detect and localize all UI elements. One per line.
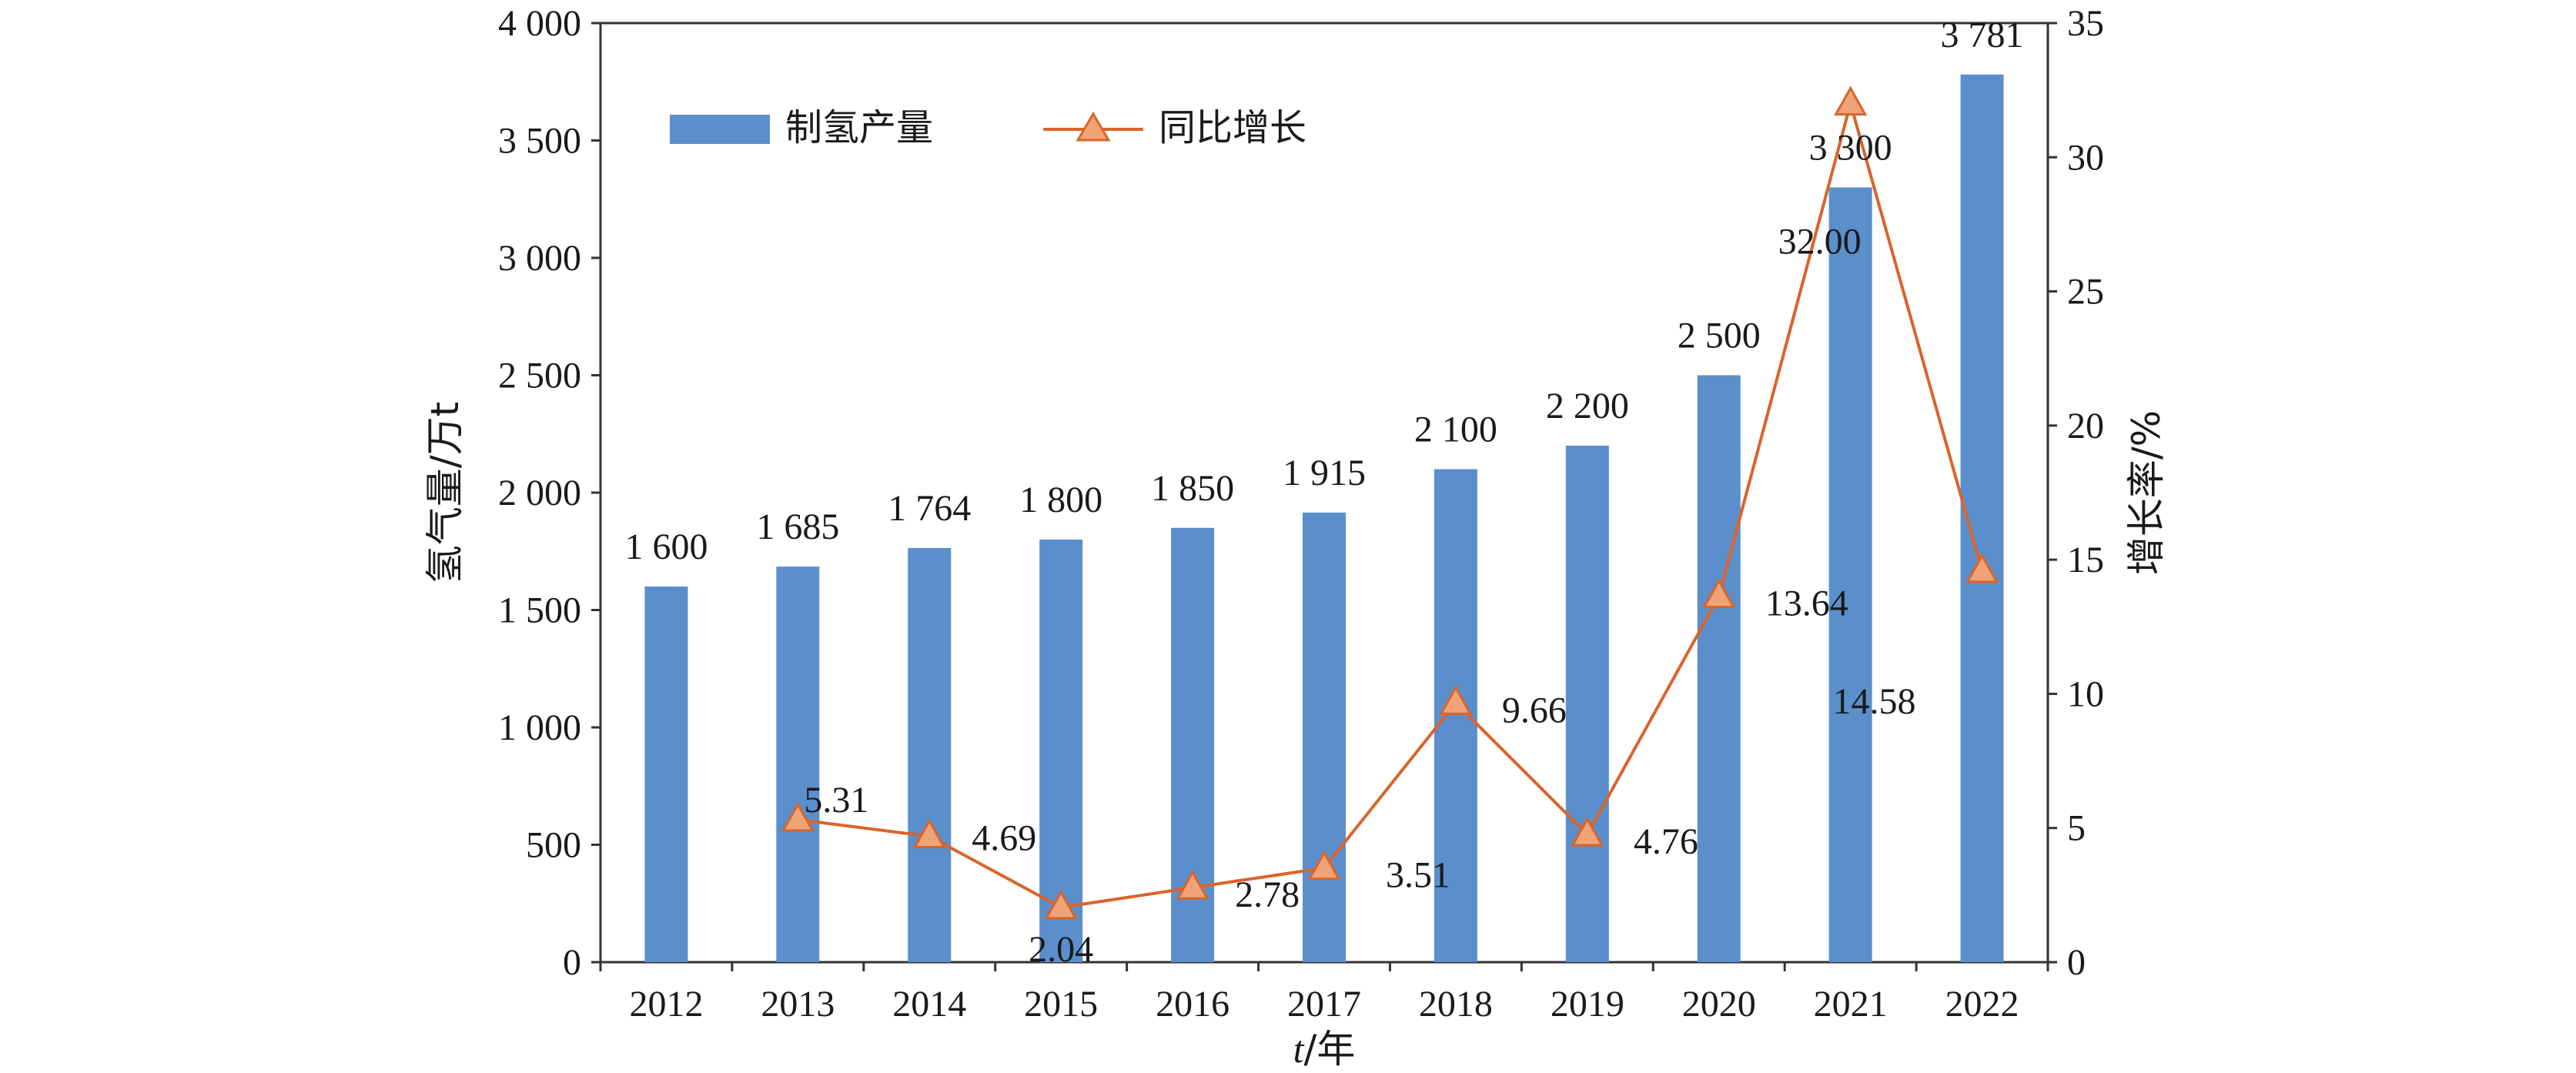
x-tick-label: 2018 — [1419, 984, 1493, 1025]
growth-marker-2013 — [781, 801, 815, 832]
bar-label-2019: 2 200 — [1546, 386, 1629, 426]
y2-tick-label: 0 — [2067, 942, 2086, 983]
growth-marker-2022 — [1965, 553, 1999, 583]
ticks-layer: 0 500 1 000 1 500 2 000 2 500 3 000 3 500 4 000 0… — [498, 3, 2104, 1025]
y2-tick-label: 30 — [2067, 137, 2104, 178]
legend: 制氢产量 同比增长 — [670, 106, 1306, 149]
x-tick-label: 2017 — [1287, 984, 1361, 1025]
x-tick-label: 2016 — [1156, 984, 1229, 1025]
y2-tick-label: 25 — [2067, 272, 2104, 313]
bar-label-2014: 1 764 — [888, 488, 971, 529]
x-tick-label: 2022 — [1945, 984, 2019, 1025]
labels-layer: 1 600 1 685 1 764 1 800 1 850 1 915 2 100 2 200… — [624, 15, 2023, 970]
bar-label-2022: 3 781 — [1941, 15, 2024, 55]
x-tick-label: 2013 — [761, 984, 835, 1025]
legend-bar-label: 制氢产量 — [785, 106, 933, 149]
growth-label-2014: 4.69 — [972, 818, 1036, 859]
legend-bar-swatch — [670, 115, 770, 144]
bar-2019 — [1565, 446, 1609, 962]
y2-tick-label: 20 — [2067, 406, 2104, 446]
y2-tick-label: 5 — [2067, 808, 2086, 849]
x-tick-label: 2015 — [1024, 984, 1098, 1025]
y-tick-label: 3 500 — [498, 121, 581, 162]
y2-tick-label: 15 — [2067, 540, 2104, 580]
bar-label-2012: 1 600 — [624, 526, 708, 567]
y-tick-label: 3 000 — [498, 238, 581, 279]
y-tick-label: 2 500 — [498, 356, 581, 396]
growth-label-2015: 2.04 — [1029, 929, 1093, 970]
x-tick-label: 2019 — [1551, 984, 1624, 1025]
y2-axis-title: 增长率/% — [2124, 410, 2169, 575]
bar-2014 — [908, 547, 952, 962]
growth-marker-2017 — [1307, 850, 1341, 881]
y-tick-label: 0 — [563, 942, 581, 983]
bar-label-2016: 1 850 — [1151, 468, 1234, 509]
y2-tick-label: 10 — [2067, 674, 2104, 714]
growth-marker-2021 — [1834, 85, 1868, 116]
growth-line — [798, 98, 1984, 909]
x-axis-title: t/年 — [1293, 1027, 1356, 1071]
bar-2013 — [776, 567, 820, 962]
growth-label-2020: 13.64 — [1765, 583, 1848, 624]
legend-triangle-marker-icon — [1076, 112, 1111, 142]
growth-label-2021: 32.00 — [1778, 222, 1862, 262]
bar-2012 — [644, 587, 688, 962]
bar-label-2020: 2 500 — [1678, 316, 1761, 356]
bar-label-2021: 3 300 — [1809, 128, 1892, 169]
legend-line-label: 同比增长 — [1159, 106, 1306, 149]
growth-marker-2014 — [912, 818, 946, 849]
bar-2021 — [1828, 187, 1872, 962]
line-layer — [781, 85, 1999, 920]
growth-label-2013: 5.31 — [804, 780, 868, 821]
growth-label-2016: 2.78 — [1235, 874, 1300, 915]
bar-label-2015: 1 800 — [1019, 480, 1102, 520]
bar-label-2018: 2 100 — [1414, 409, 1497, 450]
bar-2020 — [1697, 375, 1741, 962]
growth-label-2019: 4.76 — [1634, 821, 1698, 862]
bar-label-2013: 1 685 — [756, 506, 839, 547]
bar-label-2017: 1 915 — [1283, 453, 1366, 493]
x-tick-label: 2021 — [1814, 984, 1888, 1025]
growth-marker-2016 — [1176, 870, 1209, 900]
y-tick-label: 1 000 — [498, 707, 581, 748]
x-tick-label: 2014 — [892, 984, 966, 1025]
bar-2017 — [1303, 512, 1346, 962]
y-tick-label: 500 — [526, 825, 581, 866]
x-tick-label: 2012 — [629, 984, 703, 1025]
growth-marker-2020 — [1702, 578, 1736, 609]
y2-tick-label: 35 — [2067, 3, 2104, 44]
growth-label-2018: 9.66 — [1502, 690, 1567, 730]
y-tick-label: 4 000 — [498, 3, 581, 44]
growth-label-2017: 3.51 — [1386, 855, 1450, 896]
y-axis-title: 氢气量/万t — [423, 402, 467, 583]
y-tick-label: 2 000 — [498, 473, 581, 513]
y-tick-label: 1 500 — [498, 590, 581, 631]
growth-marker-2019 — [1571, 817, 1604, 847]
growth-marker-2015 — [1044, 889, 1078, 920]
x-tick-label: 2020 — [1682, 984, 1756, 1025]
growth-marker-2018 — [1439, 685, 1473, 715]
bars-layer — [644, 74, 2004, 962]
growth-label-2022: 14.58 — [1833, 681, 1916, 722]
